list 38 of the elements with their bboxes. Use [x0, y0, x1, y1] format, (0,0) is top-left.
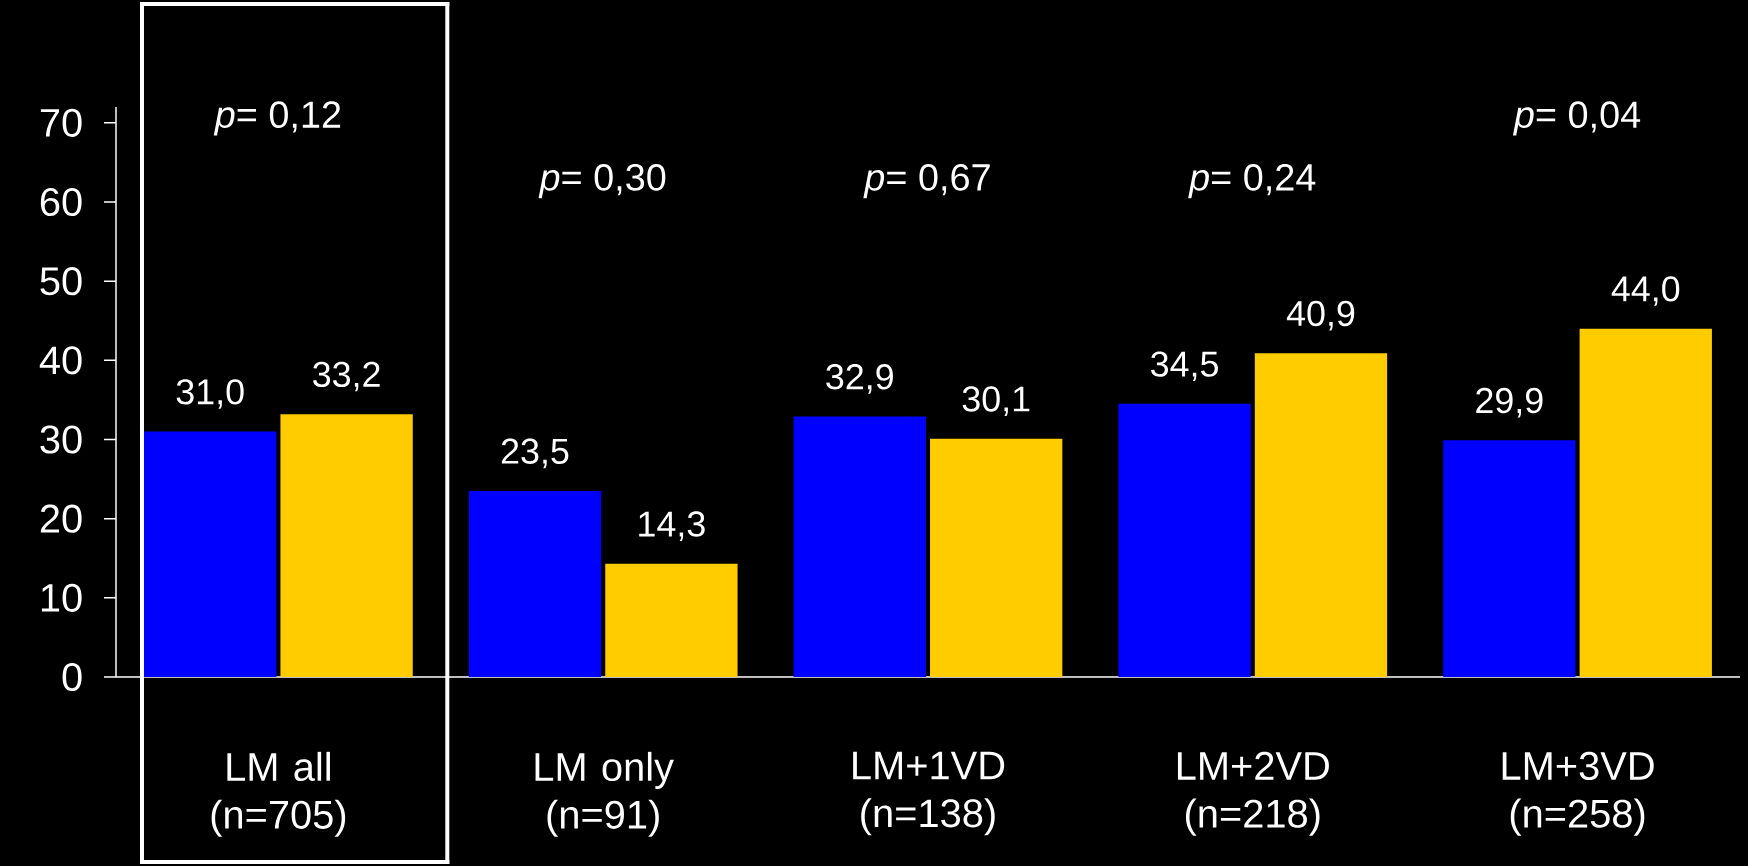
- y-tick-label: 70: [40, 108, 82, 137]
- annotation: p= 0,67: [863, 163, 990, 199]
- annotation: p= 0,12: [213, 101, 341, 136]
- annotation: p= 0,30: [538, 163, 666, 199]
- bar: [605, 563, 738, 677]
- x-tick-label: LM only (n=91): [535, 751, 674, 837]
- y-tick-label: 20: [40, 504, 82, 533]
- bar: [1254, 353, 1388, 677]
- bar: [1443, 440, 1576, 677]
- x-tick-label: LM+2VD (n=218): [1177, 751, 1329, 836]
- data-label: 30,1: [962, 386, 1030, 416]
- y-tick-label: 30: [40, 425, 82, 454]
- y-tick-label: 40: [39, 346, 82, 375]
- data-label: 33,2: [313, 361, 380, 392]
- x-tick-label: LM+3VD (n=258): [1502, 751, 1654, 836]
- data-label: 34,5: [1151, 351, 1218, 382]
- y-tick-label: 10: [41, 583, 82, 612]
- bar: [1118, 403, 1251, 677]
- annotation: p= 0,04: [1512, 101, 1641, 136]
- data-label: 29,9: [1476, 387, 1543, 418]
- data-label: 23,5: [501, 438, 569, 469]
- bar: [468, 490, 602, 677]
- y-tick-label: 0: [62, 662, 82, 692]
- bar: [144, 431, 277, 677]
- y-tick-label: 50: [40, 267, 82, 296]
- bar: [930, 438, 1063, 677]
- bar: [280, 414, 413, 677]
- bar: [793, 416, 926, 677]
- y-tick-label: 60: [40, 187, 82, 217]
- data-label: 40,9: [1286, 300, 1355, 331]
- data-label: 32,9: [826, 364, 893, 394]
- x-tick-label: LM+1VD (n=138): [853, 751, 1005, 836]
- data-label: 31,0: [176, 379, 244, 409]
- x-tick-label: LM all (n=705): [211, 751, 346, 837]
- bar: [1579, 328, 1712, 677]
- data-label: 44,0: [1611, 276, 1680, 306]
- data-label: 14,3: [639, 511, 705, 541]
- annotation: p= 0,24: [1188, 163, 1316, 199]
